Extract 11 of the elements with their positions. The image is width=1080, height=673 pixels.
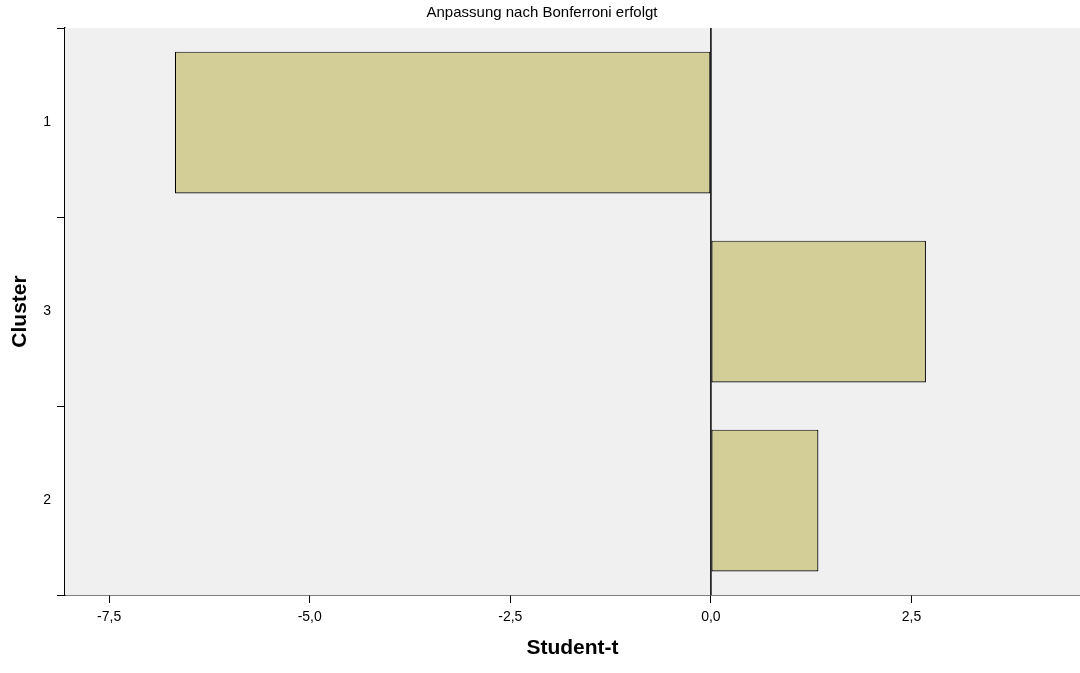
- y-axis-title: Cluster: [7, 275, 31, 348]
- y-tick-label: 1: [43, 113, 52, 130]
- x-axis-title: Student-t: [526, 635, 619, 659]
- y-tick-label: 3: [43, 302, 52, 319]
- x-tick-label: -5,0: [297, 608, 322, 625]
- x-tick-label: 0,0: [701, 608, 721, 625]
- x-tick-label: -7,5: [97, 608, 122, 625]
- x-tick-label: 2,5: [901, 608, 922, 625]
- y-tick-label: 2: [43, 491, 52, 508]
- chart-title: Anpassung nach Bonferroni erfolgt: [426, 3, 659, 21]
- x-tick-label: -2,5: [498, 608, 523, 625]
